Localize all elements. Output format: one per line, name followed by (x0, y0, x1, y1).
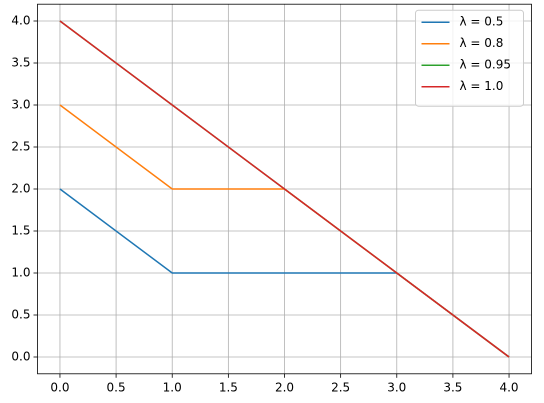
plot-frame (37, 3, 532, 375)
y-tick-label: 3.0 (11, 98, 30, 112)
y-tick-label: 0.5 (11, 308, 30, 322)
x-tick-label: 1.0 (163, 380, 182, 394)
legend-label: λ = 0.5 (460, 15, 504, 29)
legend-box (415, 9, 524, 107)
x-tick-label: 0.5 (107, 380, 126, 394)
x-tick-label: 3.0 (387, 380, 406, 394)
legend-label: λ = 0.95 (460, 58, 512, 72)
y-tick-label: 0.0 (11, 350, 30, 364)
y-tick-label: 3.5 (11, 56, 30, 70)
y-tick-label: 4.0 (11, 14, 30, 28)
y-tick-label: 1.5 (11, 224, 30, 238)
y-tick-label: 2.5 (11, 140, 30, 154)
series-line (59, 20, 510, 358)
x-tick-label: 2.5 (331, 380, 350, 394)
x-tick-label: 3.5 (443, 380, 462, 394)
legend-label: λ = 1.0 (460, 79, 504, 93)
y-tick-label: 1.0 (11, 266, 30, 280)
y-tick-label: 2.0 (11, 182, 30, 196)
x-tick-label: 1.5 (219, 380, 238, 394)
x-tick-label: 4.0 (499, 380, 518, 394)
legend-label: λ = 0.8 (460, 36, 504, 50)
x-tick-label: 2.0 (275, 380, 294, 394)
x-tick-label: 0.0 (50, 380, 69, 394)
